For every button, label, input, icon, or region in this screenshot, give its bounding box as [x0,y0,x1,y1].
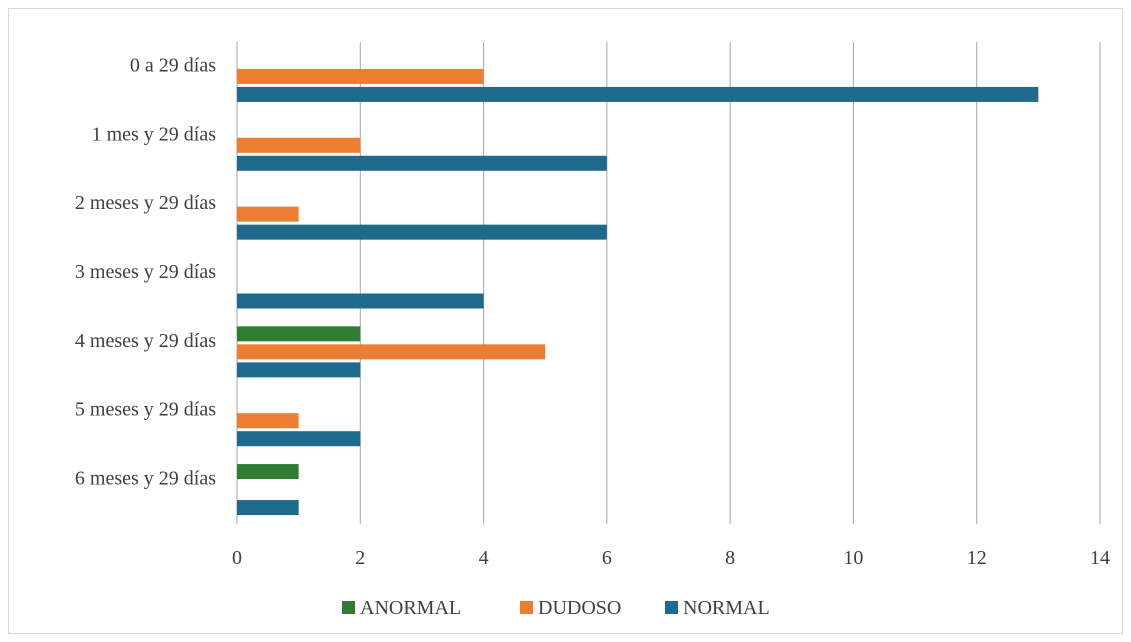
bars [237,68,1039,516]
category-label: 6 meses y 29 días [75,468,216,490]
legend: ANORMAL DUDOSO NORMAL [342,597,770,619]
category-label: 2 meses y 29 días [75,192,216,214]
gridlines [236,42,1101,524]
category-label: 4 meses y 29 días [75,330,216,352]
category-label: 1 mes y 29 días [92,123,217,145]
x-tick-label: 8 [725,547,735,569]
legend-swatch-anormal [342,601,355,614]
x-tick-label: 14 [1090,547,1110,569]
bar-anormal [237,464,299,480]
bar-normal [237,86,1039,102]
bar-normal [237,155,607,171]
category-label: 0 a 29 días [130,54,216,76]
bar-normal [237,293,484,309]
x-tick-label: 12 [967,547,987,569]
legend-swatch-dudoso [520,601,533,614]
bar-dudoso [237,413,299,429]
bar-normal [237,362,361,378]
bar-normal [237,431,361,447]
x-tick-label: 4 [479,547,489,569]
bar-dudoso [237,137,361,153]
legend-label: NORMAL [683,597,770,619]
bar-normal [237,500,299,516]
x-tick-label: 10 [843,547,863,569]
bar-dudoso [237,206,299,222]
x-tick-label: 0 [232,547,242,569]
category-label: 3 meses y 29 días [75,261,216,283]
bar-anormal [237,326,361,342]
bar-dudoso [237,344,546,360]
tick-labels: 0 2 4 6 8 10 12 14 [232,547,1110,569]
category-labels: 0 a 29 días 1 mes y 29 días 2 meses y 29 d… [75,54,216,489]
legend-label: ANORMAL [360,597,461,619]
category-label: 5 meses y 29 días [75,399,216,421]
x-tick-label: 6 [602,547,612,569]
legend-label: DUDOSO [538,597,621,619]
x-tick-label: 2 [355,547,365,569]
legend-swatch-normal [665,601,678,614]
bar-dudoso [237,68,484,84]
bar-normal [237,224,607,240]
chart-frame [8,8,1123,634]
